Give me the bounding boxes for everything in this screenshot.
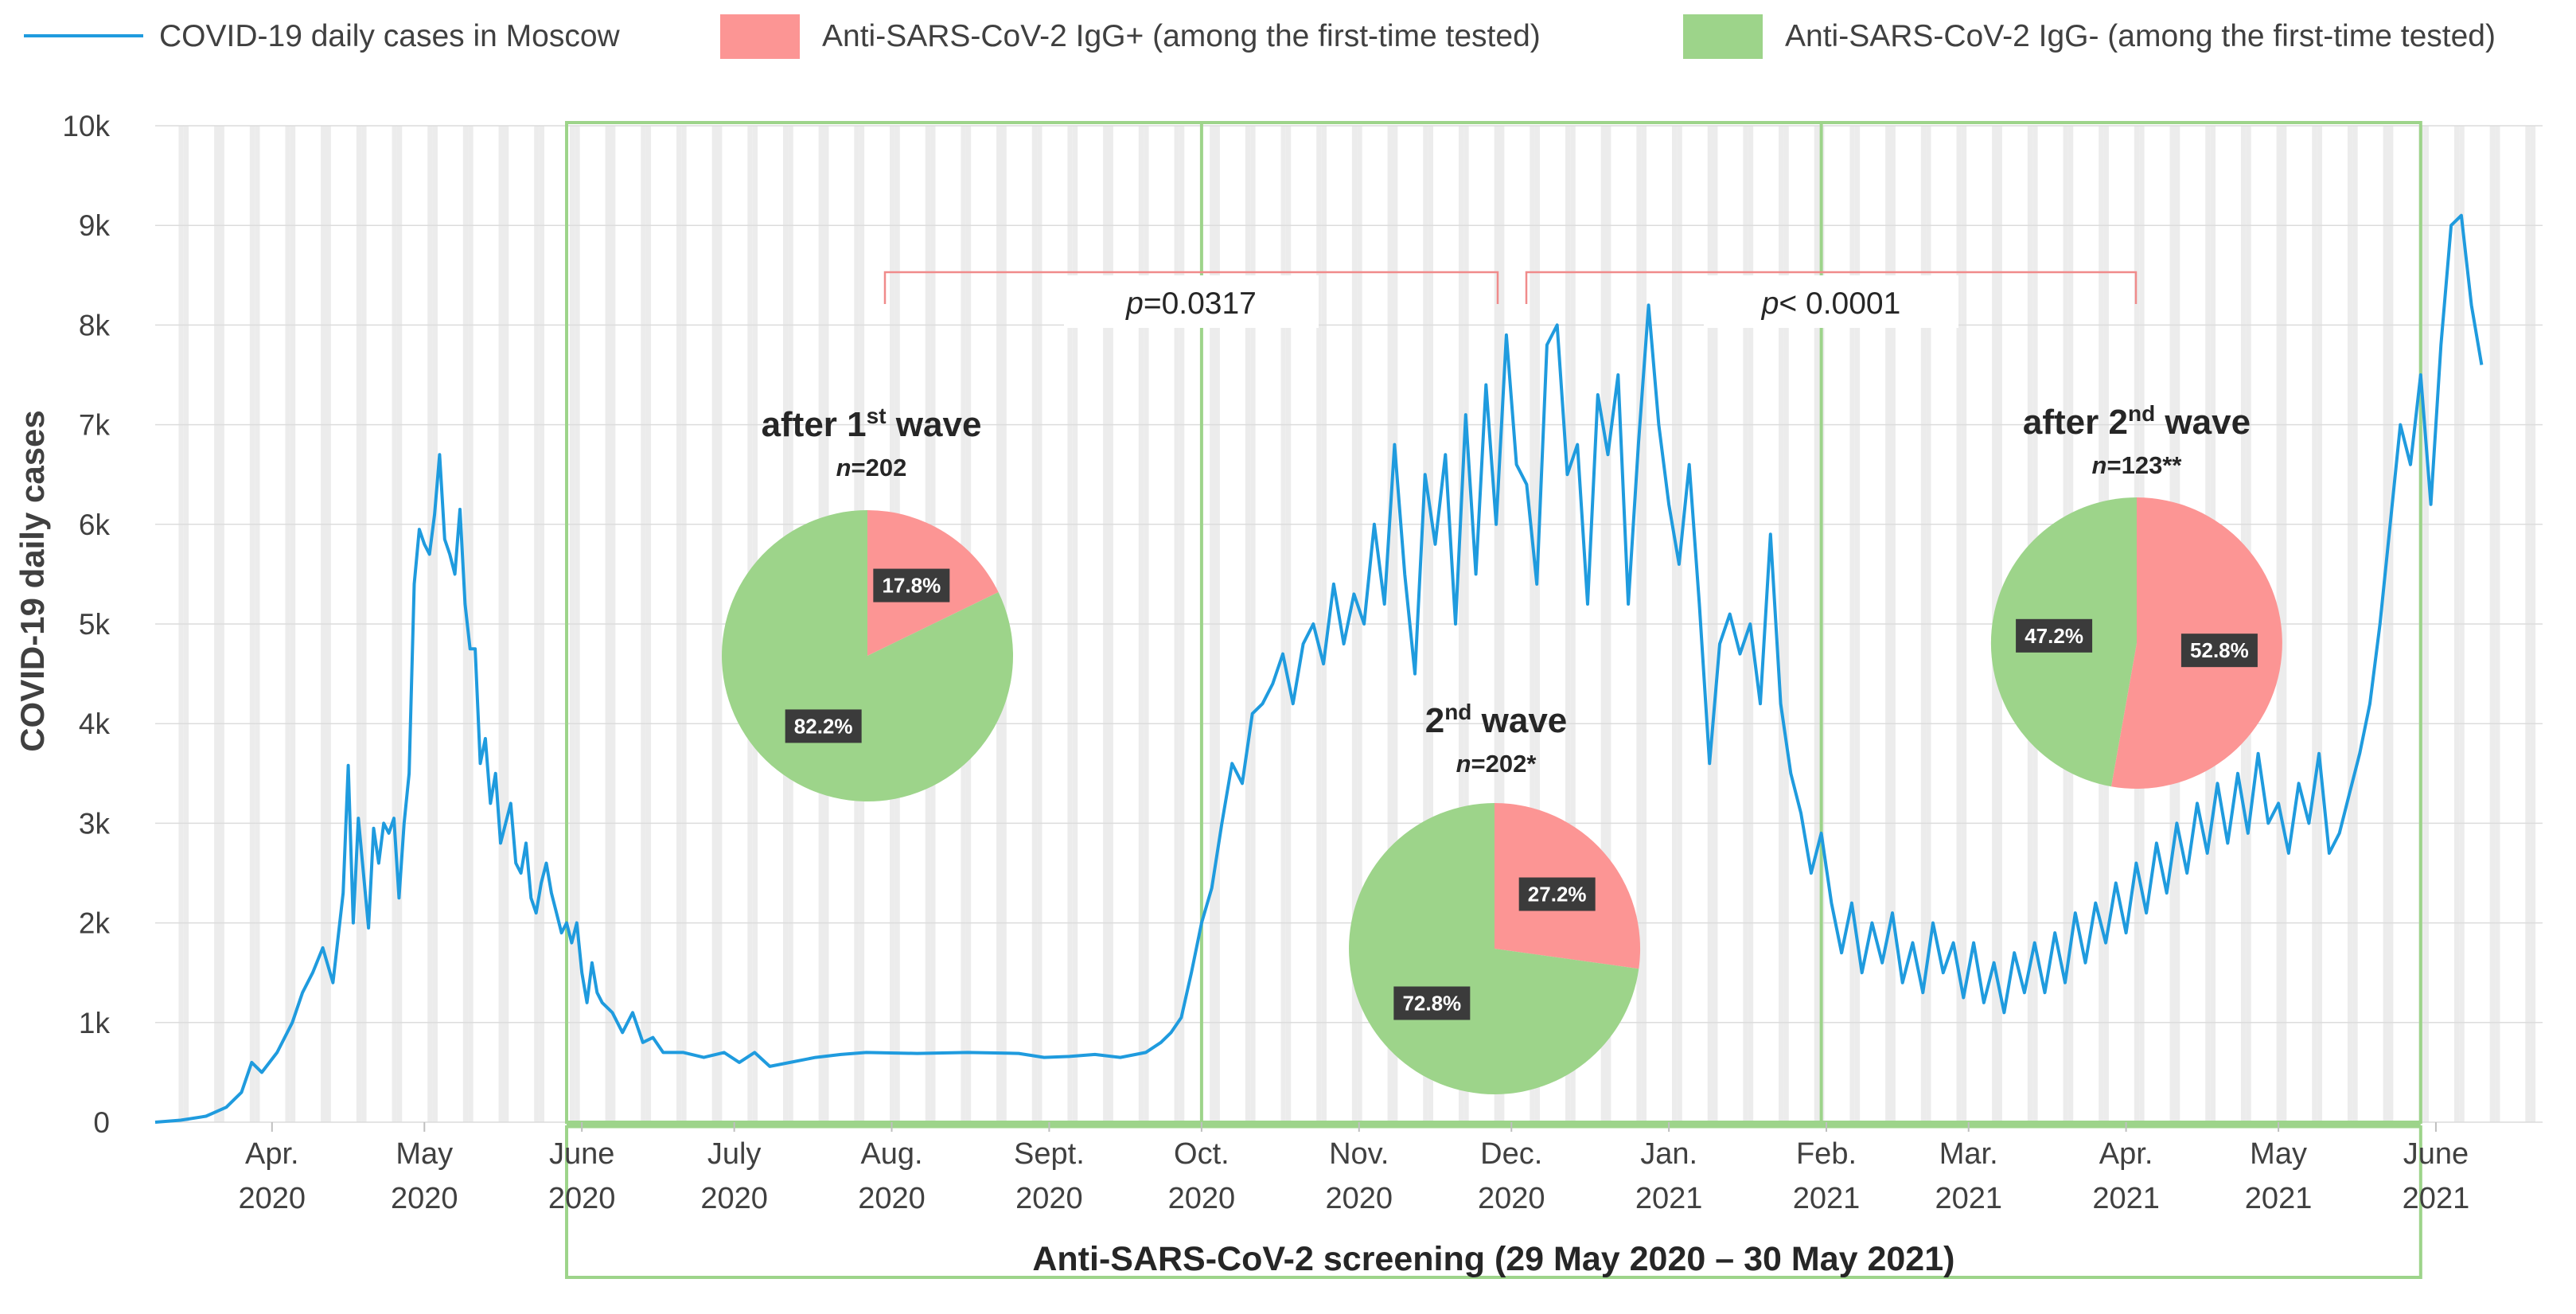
pie-charts: after 1st wave n=202 17.8% 82.2% 2nd wave n=2… [722, 401, 2282, 1094]
p-value-label: p=0.0317 [1125, 287, 1257, 321]
x-tick-month: Dec. [1480, 1137, 1542, 1171]
y-tick-label: 4k [79, 708, 111, 740]
legend-label: COVID-19 daily cases in Moscow [159, 19, 621, 53]
y-tick-label: 10k [62, 110, 110, 142]
pie-label-bg [873, 568, 950, 602]
pie-label-bg [1393, 986, 1471, 1020]
x-tick-year: 2021 [1635, 1182, 1703, 1215]
pie-3: after 2nd wave n=123** 52.8% 47.2% [1990, 401, 2282, 789]
x-tick-month: Apr. [245, 1137, 299, 1171]
p-value-bg [1704, 275, 1958, 328]
y-tick-label: 1k [79, 1007, 111, 1039]
legend-label: Anti-SARS-CoV-2 IgG+ (among the first-ti… [822, 19, 1541, 53]
pie-slice-label: 27.2% [1528, 883, 1587, 907]
x-tick-month: Jan. [1640, 1137, 1697, 1171]
x-tick-month: June [549, 1137, 614, 1171]
legend: COVID-19 daily cases in Moscow Anti-SARS-… [24, 14, 2496, 59]
y-tick-label: 5k [79, 608, 111, 641]
x-tick-year: 2020 [858, 1182, 926, 1215]
x-tick-month: Apr. [2099, 1137, 2153, 1171]
x-tick-month: Nov. [1329, 1137, 1389, 1171]
x-axis: Apr. 2020 May 2020 June 2020 July 2020 Aug. 2020 S… [239, 1122, 2470, 1215]
x-tick-year: 2021 [2403, 1182, 2470, 1215]
x-tick-year: 2020 [1015, 1182, 1083, 1215]
x-tick-month: May [396, 1137, 453, 1171]
y-tick-label: 0 [93, 1106, 110, 1139]
y-tick-label: 8k [79, 309, 111, 341]
x-tick-month: Sept. [1014, 1137, 1085, 1171]
y-tick-label: 9k [79, 209, 111, 242]
x-tick-month: July [707, 1137, 762, 1171]
x-tick-year: 2020 [548, 1182, 616, 1215]
p-value-label: p< 0.0001 [1761, 287, 1901, 321]
pie-title: 2nd wave [1425, 700, 1568, 740]
screening-box: Anti-SARS-CoV-2 screening (29 May 2020 –… [565, 121, 2422, 1279]
x-tick-month: Mar. [1939, 1137, 1998, 1171]
pie-1: after 1st wave n=202 17.8% 82.2% [722, 404, 1014, 801]
y-tick-label: 6k [79, 509, 111, 541]
p-value-brackets: p=0.0317 p< 0.0001 [883, 271, 2138, 328]
series-line-moscow-cases [154, 213, 2484, 1124]
pie-n: n=202 [836, 454, 907, 482]
y-axis: 0 1k 2k 3k 4k 5k 6k 7k 8k 9k 10k [62, 110, 110, 1139]
x-tick-year: 2021 [1935, 1182, 2002, 1215]
x-tick-month: Feb. [1796, 1137, 1857, 1171]
x-tick-year: 2020 [1478, 1182, 1545, 1215]
x-tick-month: May [2250, 1137, 2307, 1171]
x-tick-year: 2021 [2092, 1182, 2160, 1215]
pie-slice-label: 82.2% [794, 714, 853, 738]
x-tick-year: 2020 [391, 1182, 458, 1215]
x-tick-year: 2020 [239, 1182, 306, 1215]
screening-label: Anti-SARS-CoV-2 screening (29 May 2020 –… [1032, 1240, 1954, 1278]
p-value-bg [1064, 275, 1319, 328]
y-tick-label: 7k [79, 409, 111, 442]
y-axis-label: COVID-19 daily cases [14, 410, 51, 752]
p-value-bracket [883, 271, 1499, 304]
pie-slice-neg [1349, 803, 1639, 1094]
x-tick-year: 2020 [1325, 1182, 1393, 1215]
legend-swatch-box [720, 14, 800, 59]
x-tick-month: June [2403, 1137, 2469, 1171]
pie-n: n=123** [2092, 451, 2183, 479]
x-tick-month: Oct. [1174, 1137, 1230, 1171]
x-tick-month: Aug. [860, 1137, 922, 1171]
pie-slice-label: 52.8% [2190, 638, 2249, 662]
legend-label: Anti-SARS-CoV-2 IgG- (among the first-ti… [1785, 19, 2496, 53]
x-tick-year: 2020 [1168, 1182, 1236, 1215]
screening-frame [565, 121, 2422, 1124]
pie-label-bg [1518, 877, 1596, 911]
y-tick-label: 2k [79, 907, 111, 940]
pie-n: n=202* [1456, 750, 1537, 778]
pie-title: after 1st wave [762, 404, 982, 444]
series-layer [154, 213, 2484, 1124]
y-tick-label: 3k [79, 807, 111, 840]
pie-2: 2nd wave n=202* 27.2% 72.8% [1349, 700, 1641, 1094]
pie-title: after 2nd wave [2023, 401, 2251, 442]
p-value-bracket [1525, 271, 2138, 304]
pie-label-bg [2016, 618, 2093, 653]
legend-swatch-box [1683, 14, 1763, 59]
pie-label-bg [785, 709, 862, 743]
pie-slice-label: 72.8% [1402, 991, 1461, 1015]
screening-bracket [565, 1125, 2422, 1279]
x-tick-year: 2020 [700, 1182, 768, 1215]
x-tick-year: 2021 [1793, 1182, 1861, 1215]
x-tick-year: 2021 [2245, 1182, 2313, 1215]
pie-slice-label: 47.2% [2025, 624, 2083, 648]
pie-label-bg [2180, 634, 2258, 668]
pie-slice-label: 17.8% [882, 574, 941, 598]
